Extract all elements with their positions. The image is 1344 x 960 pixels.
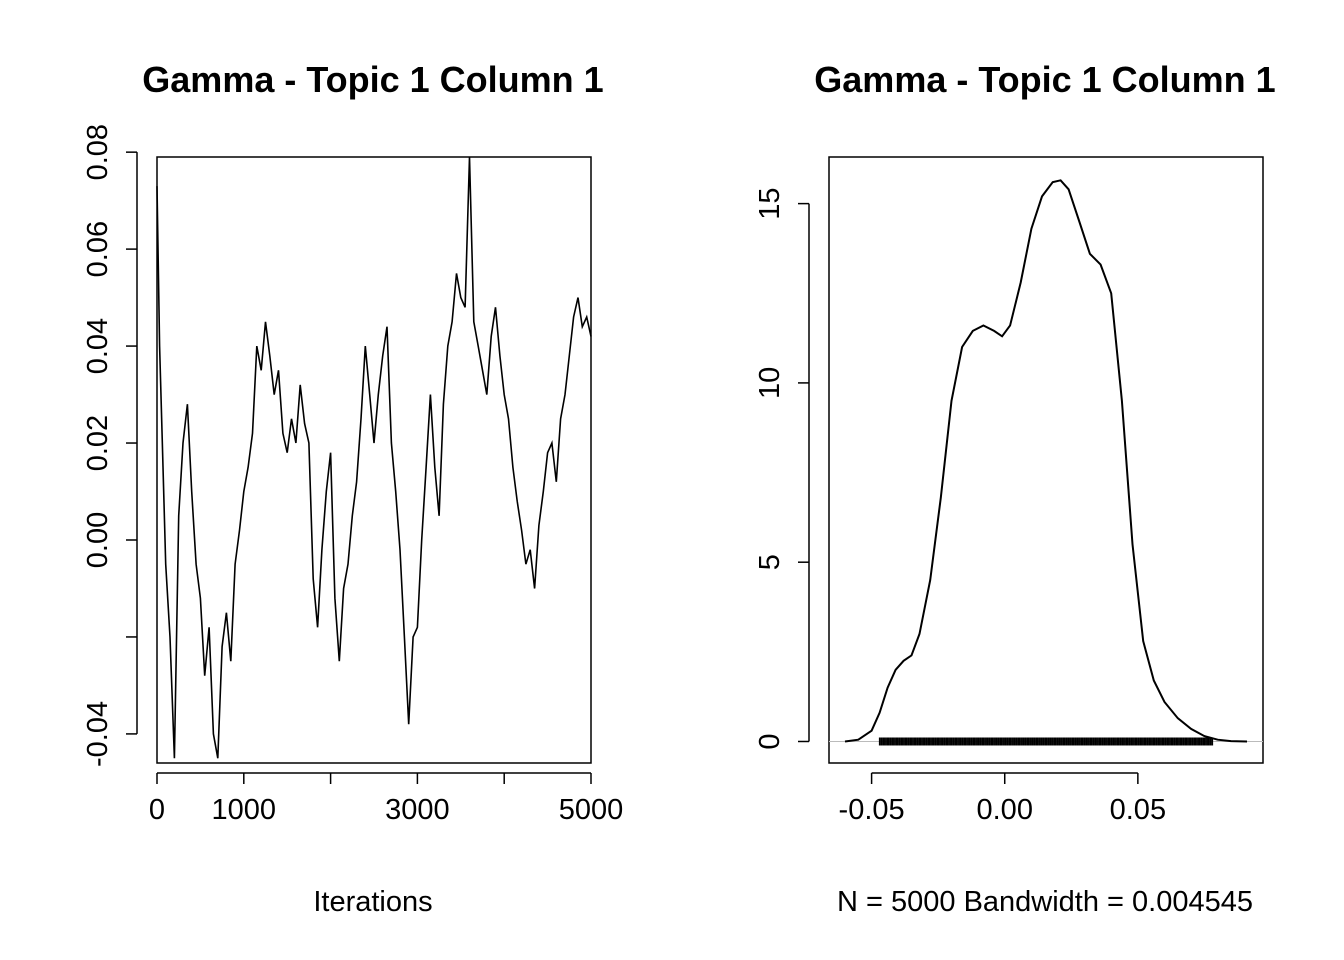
trace-y-tick-label: 0.08 [82,124,114,180]
density-y-tick-label: 0 [754,733,786,749]
trace-x-axis: 0 1000 3000 5000 [149,772,624,826]
trace-title: Gamma - Topic 1 Column 1 [142,59,603,100]
density-title: Gamma - Topic 1 Column 1 [814,59,1275,100]
density-x-tick-label: -0.05 [839,794,905,826]
trace-x-tick-label: 3000 [385,794,450,826]
trace-x-label: Iterations [313,886,432,918]
trace-x-tick-label: 5000 [559,794,624,826]
trace-y-tick-label: 0.00 [82,512,114,568]
density-plot-box [828,156,1264,764]
trace-x-tick-label: 0 [149,794,165,826]
density-y-tick-label: 10 [754,367,786,399]
density-y-axis: 0 5 10 15 [754,187,810,750]
density-panel: Gamma - Topic 1 Column 1 -0.05 0.00 0.05 0… [754,59,1276,918]
density-x-label: N = 5000 Bandwidth = 0.004545 [837,886,1253,918]
density-x-tick-label: 0.05 [1110,794,1166,826]
density-y-tick-label: 15 [754,187,786,219]
trace-y-tick-label: -0.04 [82,701,114,767]
trace-plot-box [156,156,592,764]
trace-panel: Gamma - Topic 1 Column 1 0 1000 3000 5000 -… [82,59,623,918]
density-rug [878,737,1214,746]
trace-series-line [156,156,592,759]
trace-y-tick-label: 0.06 [82,221,114,277]
trace-y-tick-label: 0.02 [82,415,114,471]
trace-y-tick-label: 0.04 [82,318,114,374]
density-x-tick-label: 0.00 [977,794,1033,826]
trace-y-axis: -0.04 0.00 0.02 0.04 0.06 0.08 [82,124,138,767]
trace-x-tick-label: 1000 [212,794,277,826]
density-x-axis: -0.05 0.00 0.05 [839,772,1166,826]
density-series-line [844,179,1248,743]
density-y-tick-label: 5 [754,554,786,570]
